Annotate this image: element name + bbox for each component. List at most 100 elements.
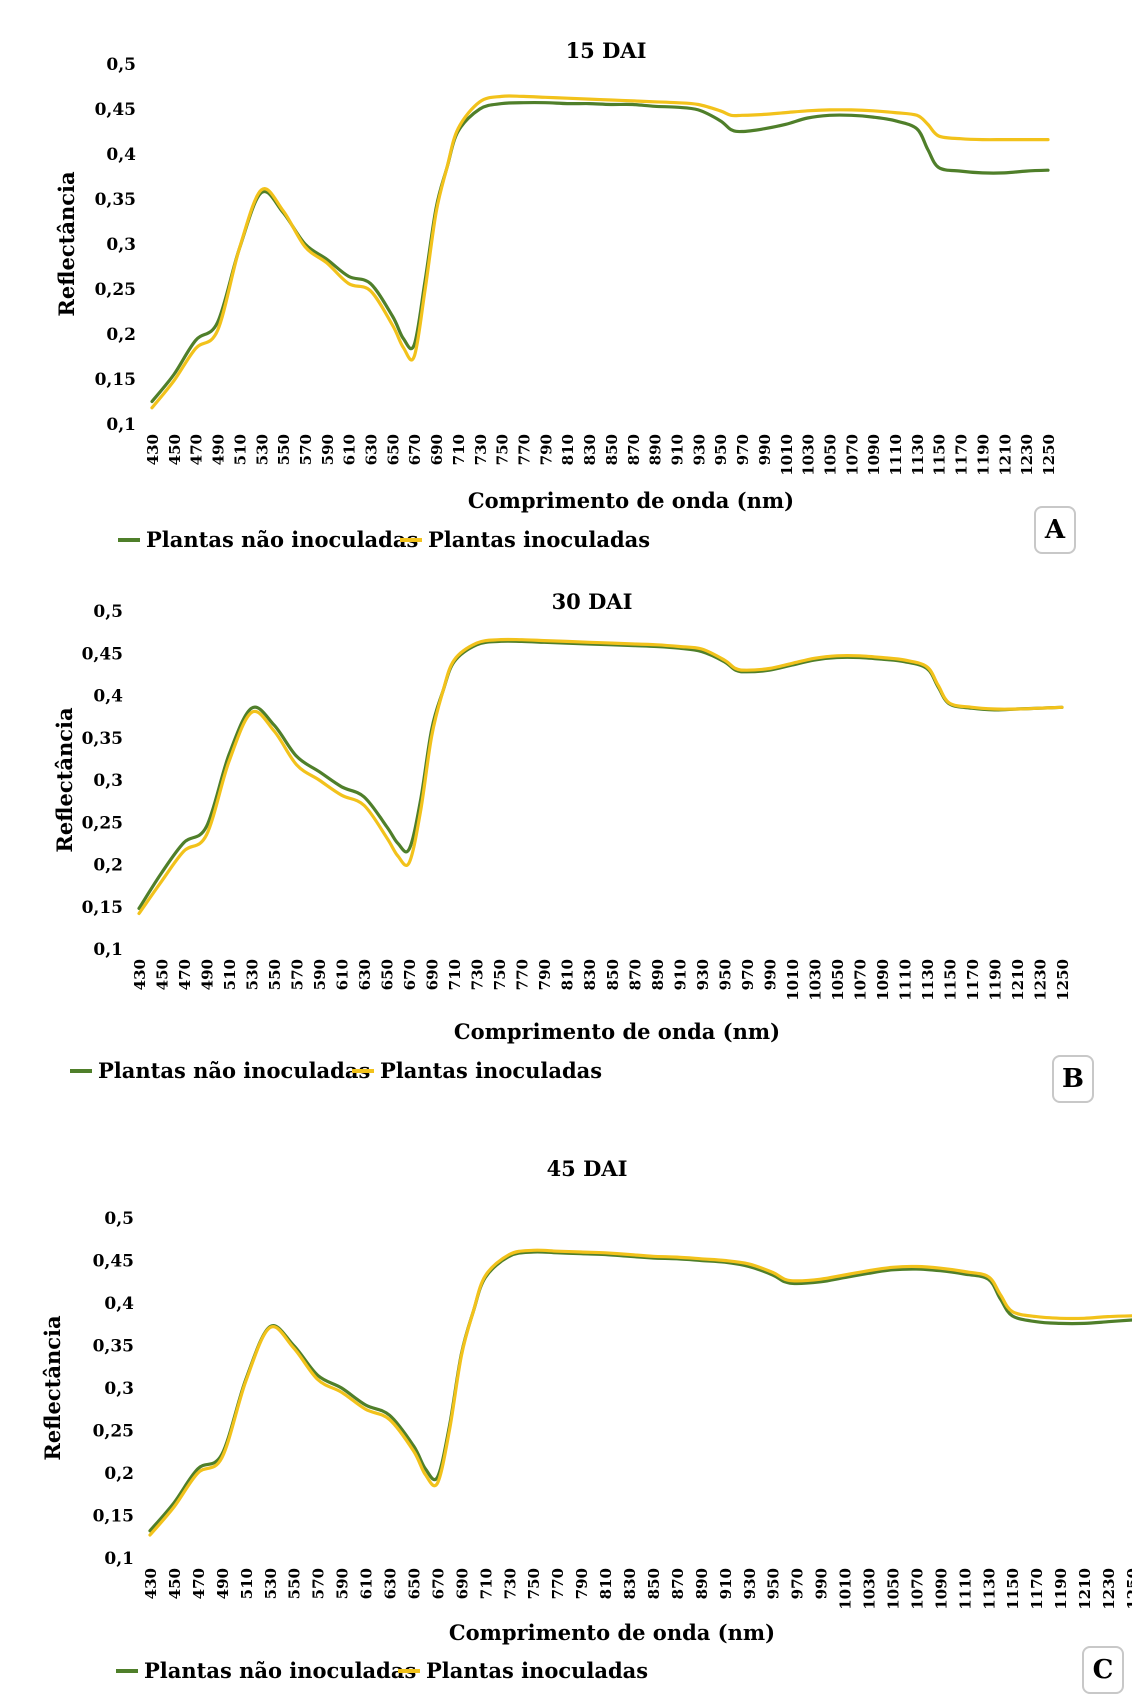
x-tick-label: 470 bbox=[188, 434, 206, 465]
y-tick-label: 0,45 bbox=[93, 1252, 134, 1272]
y-tick-label: 0,4 bbox=[104, 1294, 134, 1314]
x-tick-label: 1090 bbox=[932, 1568, 950, 1610]
x-tick-label: 990 bbox=[761, 959, 779, 990]
x-tick-label: 1190 bbox=[974, 434, 992, 476]
y-tick-label: 0,25 bbox=[95, 280, 136, 300]
chart-panel-a: 15 DAI 0,1 0,15 0,2 0,25 0,3 0,35 0,4 0,45 0,5 430… bbox=[54, 38, 1058, 552]
y-tick-label: 0,45 bbox=[95, 100, 136, 120]
x-tick-label: 670 bbox=[406, 434, 424, 465]
x-tick-label: 1150 bbox=[1004, 1568, 1022, 1610]
x-axis-title: Comprimento de onda (nm) bbox=[449, 1620, 775, 1645]
x-tick-label: 1070 bbox=[851, 959, 869, 1001]
x-tick-label: 790 bbox=[536, 959, 554, 990]
x-tick-label: 630 bbox=[356, 959, 374, 990]
x-tick-label: 990 bbox=[813, 1568, 831, 1599]
y-tick-label: 0,4 bbox=[106, 145, 136, 165]
x-tick-label: 970 bbox=[739, 959, 757, 990]
legend-label: Plantas inoculadas bbox=[380, 1058, 602, 1083]
x-tick-label: 650 bbox=[379, 959, 397, 990]
x-tick-label: 470 bbox=[190, 1568, 208, 1599]
x-tick-label: 1190 bbox=[1052, 1568, 1070, 1610]
legend-label: Plantas não inoculadas bbox=[146, 527, 418, 552]
x-tick-label: 950 bbox=[716, 959, 734, 990]
x-tick-label: 650 bbox=[384, 434, 402, 465]
series-line-nao-inoculadas bbox=[148, 1250, 1132, 1533]
x-tick-label: 710 bbox=[450, 434, 468, 465]
chart-title: 30 DAI bbox=[552, 589, 633, 614]
x-tick-label: 970 bbox=[789, 1568, 807, 1599]
x-tick-label: 490 bbox=[214, 1568, 232, 1599]
legend-label: Plantas não inoculadas bbox=[98, 1058, 370, 1083]
chart-panel-b: 30 DAI 0,1 0,15 0,2 0,25 0,3 0,35 0,4 0,45 0,5 430… bbox=[52, 589, 1072, 1083]
x-tick-label: 570 bbox=[289, 959, 307, 990]
y-tick-label: 0,35 bbox=[95, 190, 136, 210]
x-tick-label: 430 bbox=[142, 1568, 160, 1599]
panel-label-text: C bbox=[1092, 1655, 1114, 1685]
x-tick-label: 1170 bbox=[953, 434, 971, 476]
x-tick-label: 510 bbox=[221, 959, 239, 990]
x-tick-label: 1030 bbox=[861, 1568, 879, 1610]
x-tick-label: 1230 bbox=[1018, 434, 1036, 476]
x-tick-label: 1130 bbox=[980, 1568, 998, 1610]
series-line-inoculadas bbox=[137, 637, 1064, 916]
x-tick-label: 630 bbox=[382, 1568, 400, 1599]
x-tick-label: 710 bbox=[477, 1568, 495, 1599]
y-tick-label: 0,25 bbox=[82, 813, 123, 833]
panel-label-b: B bbox=[1052, 1055, 1094, 1103]
x-tick-label: 690 bbox=[424, 959, 442, 990]
x-tick-label: 830 bbox=[581, 959, 599, 990]
series-line-nao-inoculadas bbox=[137, 639, 1064, 910]
legend-label: Plantas não inoculadas bbox=[144, 1658, 416, 1683]
x-tick-label: 750 bbox=[494, 434, 512, 465]
chart-panel-c: 45 DAI 0,1 0,15 0,2 0,25 0,3 0,35 0,4 0,45 0,5 430… bbox=[40, 1156, 1132, 1683]
x-tick-label: 1010 bbox=[837, 1568, 855, 1610]
x-tick-label: 870 bbox=[625, 434, 643, 465]
x-tick-label: 910 bbox=[717, 1568, 735, 1599]
x-tick-label: 690 bbox=[428, 434, 446, 465]
x-tick-label: 850 bbox=[603, 434, 621, 465]
x-tick-label: 1190 bbox=[986, 959, 1004, 1001]
x-tick-label: 650 bbox=[405, 1568, 423, 1599]
y-tick-label: 0,2 bbox=[104, 1464, 134, 1484]
x-tick-label: 830 bbox=[621, 1568, 639, 1599]
panel-label-c: C bbox=[1082, 1646, 1124, 1694]
x-tick-label: 630 bbox=[363, 434, 381, 465]
x-tick-label: 830 bbox=[581, 434, 599, 465]
x-tick-label: 810 bbox=[559, 434, 577, 465]
series-line-nao-inoculadas bbox=[150, 100, 1050, 404]
x-tick-label: 1210 bbox=[1076, 1568, 1094, 1610]
x-tick-label: 730 bbox=[472, 434, 490, 465]
x-tick-label: 790 bbox=[537, 434, 555, 465]
chart-title: 15 DAI bbox=[566, 38, 647, 63]
x-tick-label: 890 bbox=[693, 1568, 711, 1599]
y-axis-title: Reflectância bbox=[40, 1315, 65, 1461]
x-tick-label: 1250 bbox=[1124, 1568, 1132, 1610]
x-tick-label: 610 bbox=[358, 1568, 376, 1599]
x-tick-label: 970 bbox=[734, 434, 752, 465]
y-tick-label: 0,35 bbox=[93, 1337, 134, 1357]
x-tick-label: 870 bbox=[626, 959, 644, 990]
x-tick-label: 610 bbox=[341, 434, 359, 465]
x-tick-label: 1050 bbox=[829, 959, 847, 1001]
x-tick-label: 530 bbox=[253, 434, 271, 465]
legend-label: Plantas inoculadas bbox=[428, 527, 650, 552]
x-tick-label: 710 bbox=[446, 959, 464, 990]
x-tick-label: 890 bbox=[649, 959, 667, 990]
x-tick-label: 930 bbox=[694, 959, 712, 990]
legend-label: Plantas inoculadas bbox=[426, 1658, 648, 1683]
y-tick-label: 0,4 bbox=[93, 687, 123, 707]
x-tick-label: 590 bbox=[319, 434, 337, 465]
x-tick-label: 950 bbox=[712, 434, 730, 465]
x-tick-label: 1110 bbox=[956, 1568, 974, 1610]
x-tick-label: 770 bbox=[516, 434, 534, 465]
x-tick-label: 750 bbox=[491, 959, 509, 990]
x-tick-label: 750 bbox=[525, 1568, 543, 1599]
x-axis-title: Comprimento de onda (nm) bbox=[454, 1019, 780, 1044]
x-tick-label: 610 bbox=[334, 959, 352, 990]
x-tick-label: 930 bbox=[741, 1568, 759, 1599]
x-tick-label: 1150 bbox=[931, 434, 949, 476]
y-tick-label: 0,2 bbox=[93, 856, 123, 876]
x-tick-label: 530 bbox=[262, 1568, 280, 1599]
x-tick-label: 910 bbox=[668, 434, 686, 465]
